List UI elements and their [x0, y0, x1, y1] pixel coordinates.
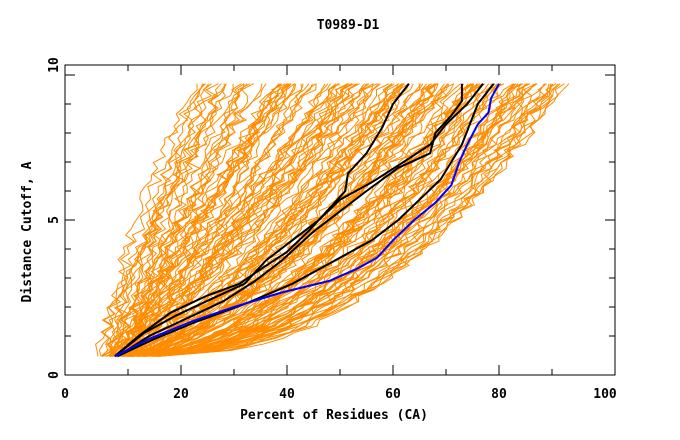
best-curve	[114, 83, 500, 358]
model-curve	[120, 83, 554, 357]
x-tick-label: 40	[279, 387, 295, 402]
model-curve	[129, 83, 374, 357]
chart-title: T0989-D1	[317, 18, 380, 33]
model-curve	[143, 83, 337, 357]
model-curve	[101, 83, 288, 357]
x-tick-label: 60	[385, 387, 401, 402]
model-curve	[130, 83, 439, 357]
model-curve	[109, 83, 370, 357]
model-curve	[115, 83, 295, 357]
model-curve	[143, 83, 436, 357]
model-curve	[122, 83, 565, 357]
highlight-curve	[116, 83, 495, 358]
model-curve	[143, 83, 349, 357]
x-tick-label: 100	[593, 387, 617, 402]
model-curve	[159, 83, 550, 357]
y-axis-ticks: 0 5 10	[47, 57, 615, 379]
model-curve	[126, 83, 522, 357]
model-curve	[95, 83, 227, 357]
model-curve	[115, 83, 206, 357]
model-curve	[109, 83, 350, 357]
model-curve	[119, 83, 313, 357]
x-axis-ticks: 0 20 40 60 80 100	[61, 65, 617, 402]
model-curve	[120, 83, 414, 357]
model-curve	[136, 83, 561, 357]
model-curve	[106, 83, 339, 357]
model-curve	[98, 83, 245, 357]
model-curve	[104, 83, 390, 357]
model-curve	[130, 83, 557, 357]
highlight-curve	[114, 83, 484, 358]
model-curve	[145, 83, 478, 357]
model-curve	[131, 83, 505, 357]
model-curve	[157, 83, 559, 357]
model-curve	[143, 83, 461, 357]
model-curve	[119, 83, 535, 357]
highlight-curves	[114, 83, 495, 358]
x-tick-label: 0	[61, 387, 69, 402]
model-curve	[126, 83, 469, 357]
model-curve	[134, 83, 405, 357]
model-curve	[112, 83, 267, 357]
y-tick-label: 10	[47, 57, 62, 73]
model-curve	[123, 83, 515, 357]
model-curve	[111, 83, 368, 357]
x-tick-label: 20	[173, 387, 189, 402]
model-curve	[132, 83, 546, 357]
model-curve	[130, 83, 219, 357]
model-curve	[120, 83, 292, 357]
model-curves	[95, 83, 570, 357]
y-tick-label: 5	[47, 216, 62, 224]
model-curve	[117, 83, 474, 357]
highlight-curve	[116, 83, 463, 358]
model-curve	[111, 83, 225, 357]
x-axis-label: Percent of Residues (CA)	[240, 408, 428, 423]
model-curve	[111, 83, 368, 357]
model-curve	[122, 83, 502, 357]
y-axis-label: Distance Cutoff, A	[20, 161, 35, 302]
x-tick-label: 80	[491, 387, 507, 402]
model-curve	[132, 83, 502, 357]
model-curve	[115, 83, 395, 357]
model-curve	[133, 83, 455, 357]
highlight-curve	[114, 83, 410, 358]
model-curve	[124, 83, 210, 357]
best-curve-line	[114, 83, 500, 358]
model-curve	[152, 83, 498, 357]
y-tick-label: 0	[47, 371, 62, 379]
